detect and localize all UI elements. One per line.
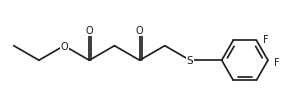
Text: F: F bbox=[274, 57, 280, 67]
Text: O: O bbox=[86, 26, 93, 36]
Text: O: O bbox=[136, 26, 143, 36]
Text: F: F bbox=[263, 34, 269, 44]
Text: O: O bbox=[60, 41, 68, 51]
Text: S: S bbox=[187, 56, 193, 66]
